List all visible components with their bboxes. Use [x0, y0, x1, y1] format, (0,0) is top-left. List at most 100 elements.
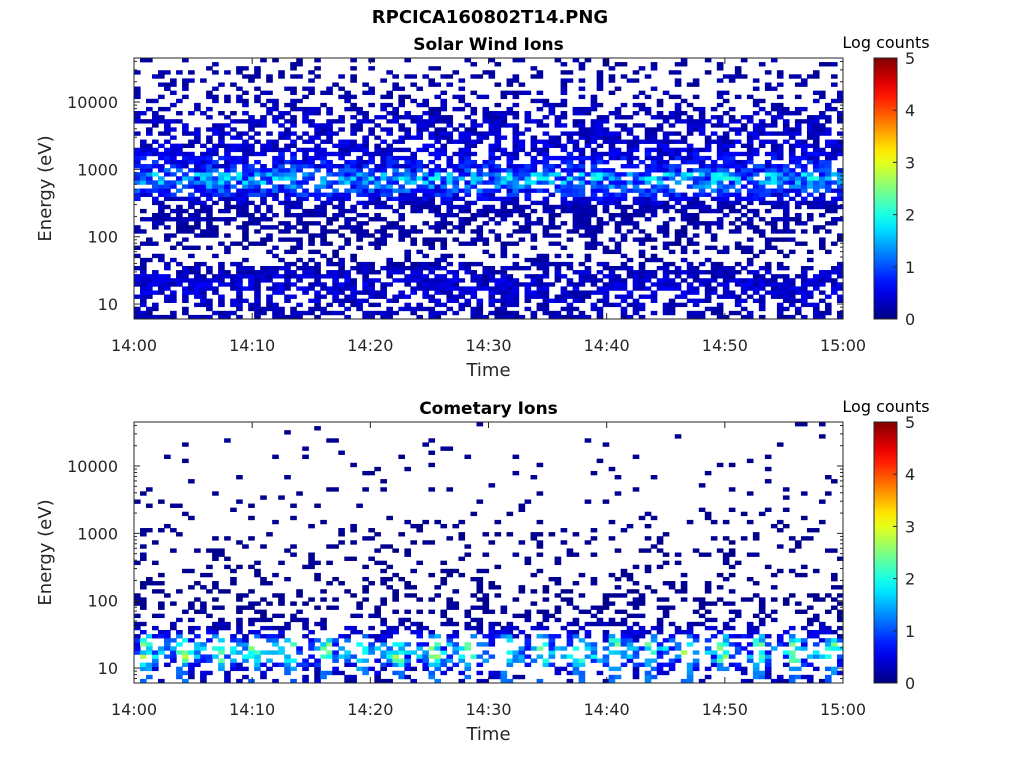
spectrogram-cell: [206, 91, 213, 95]
spectrogram-cell: [428, 540, 435, 544]
spectrogram-cell: [771, 140, 778, 144]
spectrogram-cell: [332, 278, 339, 282]
spectrogram-cell: [266, 189, 273, 193]
spectrogram-cell: [260, 172, 267, 176]
spectrogram-cell: [561, 180, 568, 184]
spectrogram-cell: [801, 107, 808, 111]
spectrogram-cell: [621, 180, 628, 184]
spectrogram-cell: [368, 160, 375, 164]
spectrogram-cell: [663, 278, 670, 282]
spectrogram-cell: [591, 246, 598, 250]
spectrogram-cell: [615, 176, 622, 180]
spectrogram-cell: [705, 225, 712, 229]
spectrogram-cell: [489, 634, 496, 638]
spectrogram-cell: [206, 66, 213, 70]
spectrogram-cell: [789, 237, 796, 241]
spectrogram-cell: [458, 148, 465, 152]
spectrogram-cell: [735, 242, 742, 246]
spectrogram-cell: [284, 430, 291, 434]
spectrogram-cell: [284, 663, 291, 667]
spectrogram-cell: [591, 290, 598, 294]
spectrogram-cell: [344, 172, 351, 176]
spectrogram-cell: [224, 180, 231, 184]
spectrogram-cell: [819, 176, 826, 180]
spectrogram-cell: [176, 589, 183, 593]
spectrogram-cell: [146, 282, 153, 286]
spectrogram-cell: [224, 209, 231, 213]
spectrogram-cell: [476, 671, 483, 675]
spectrogram-cell: [218, 282, 225, 286]
spectrogram-cell: [140, 193, 147, 197]
spectrogram-cell: [495, 278, 502, 282]
spectrogram-cell: [525, 184, 532, 188]
spectrogram-cell: [765, 201, 772, 205]
spectrogram-cell: [555, 119, 562, 123]
spectrogram-cell: [495, 307, 502, 311]
spectrogram-cell: [422, 274, 429, 278]
spectrogram-cell: [687, 262, 694, 266]
spectrogram-cell: [795, 176, 802, 180]
spectrogram-cell: [531, 290, 538, 294]
spectrogram-cell: [170, 638, 177, 642]
spectrogram-cell: [507, 201, 514, 205]
spectrogram-cell: [807, 144, 814, 148]
spectrogram-cell: [170, 295, 177, 299]
spectrogram-cell: [218, 270, 225, 274]
spectrogram-cell: [759, 62, 766, 66]
spectrogram-cell: [585, 197, 592, 201]
spectrogram-cell: [651, 274, 658, 278]
spectrogram-cell: [134, 593, 141, 597]
spectrogram-cell: [759, 140, 766, 144]
spectrogram-cell: [188, 205, 195, 209]
spectrogram-cell: [567, 622, 574, 626]
spectrogram-cell: [176, 99, 183, 103]
spectrogram-cell: [320, 654, 327, 658]
spectrogram-cell: [170, 144, 177, 148]
spectrogram-cell: [182, 95, 189, 99]
spectrogram-cell: [386, 225, 393, 229]
spectrogram-cell: [320, 646, 327, 650]
spectrogram-cell: [681, 193, 688, 197]
spectrogram-cell: [597, 184, 604, 188]
spectrogram-cell: [416, 642, 423, 646]
spectrogram-cell: [807, 180, 814, 184]
spectrogram-cell: [194, 659, 201, 663]
spectrogram-cell: [398, 229, 405, 233]
spectrogram-cell: [645, 107, 652, 111]
spectrogram-cell: [218, 659, 225, 663]
spectrogram-cell: [386, 176, 393, 180]
spectrogram-cell: [302, 446, 309, 450]
spectrogram-cell: [470, 311, 477, 315]
spectrogram-cell: [573, 618, 580, 622]
spectrogram-cell: [741, 144, 748, 148]
spectrogram-cell: [591, 127, 598, 131]
spectrogram-cell: [591, 119, 598, 123]
spectrogram-cell: [434, 131, 441, 135]
spectrogram-cell: [416, 184, 423, 188]
spectrogram-cell: [771, 295, 778, 299]
spectrogram-cell: [266, 78, 273, 82]
spectrogram-cell: [242, 246, 249, 250]
spectrogram-cell: [308, 524, 315, 528]
spectrogram-cell: [320, 152, 327, 156]
spectrogram-cell: [489, 189, 496, 193]
spectrogram-cell: [627, 638, 634, 642]
spectrogram-cell: [585, 654, 592, 658]
spectrogram-cell: [380, 127, 387, 131]
spectrogram-cell: [621, 311, 628, 315]
spectrogram-cell: [338, 148, 345, 152]
spectrogram-cell: [440, 622, 447, 626]
spectrogram-cell: [152, 148, 159, 152]
spectrogram-cell: [507, 193, 514, 197]
spectrogram-cell: [368, 646, 375, 650]
spectrogram-cell: [555, 205, 562, 209]
spectrogram-cell: [675, 274, 682, 278]
spectrogram-cell: [549, 111, 556, 115]
spectrogram-cell: [513, 634, 520, 638]
spectrogram-cell: [543, 290, 550, 294]
spectrogram-cell: [603, 286, 610, 290]
colorbar-gradient: [874, 58, 897, 319]
spectrogram-cell: [537, 654, 544, 658]
spectrogram-cell: [410, 193, 417, 197]
spectrogram-cell: [134, 646, 141, 650]
